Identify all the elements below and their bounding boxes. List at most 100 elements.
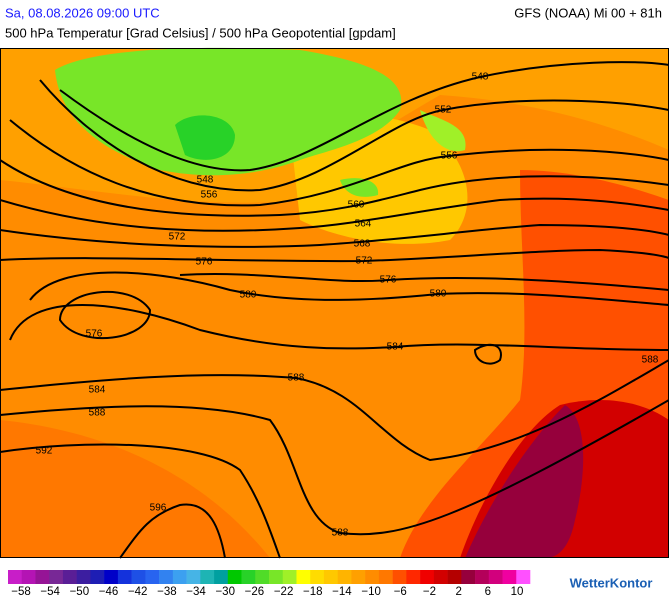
contour-label: 548 <box>472 72 489 83</box>
colorbar-swatch <box>420 570 435 584</box>
contour-label: 572 <box>169 232 186 243</box>
contour-label: 592 <box>36 446 53 457</box>
colorbar-label: −10 <box>361 586 381 598</box>
contour-label: 552 <box>435 105 452 116</box>
colorbar-swatch <box>296 570 311 584</box>
colorbar-swatch <box>461 570 476 584</box>
colorbar-label: −34 <box>186 586 206 598</box>
contour <box>0 197 669 232</box>
colorbar-label: −42 <box>128 586 148 598</box>
colorbar-label: −30 <box>215 586 235 598</box>
colorbar-swatch <box>378 570 393 584</box>
colorbar-swatch <box>392 570 407 584</box>
colorbar-swatch <box>475 570 490 584</box>
colorbar-swatch <box>241 570 256 584</box>
contour-label: 584 <box>387 342 404 353</box>
contour-label: 556 <box>441 151 458 162</box>
contour <box>9 119 669 207</box>
contour-label: 580 <box>430 289 447 300</box>
colorbar-label: −58 <box>11 586 31 598</box>
contour-label: 560 <box>348 200 365 211</box>
colorbar-swatch <box>447 570 462 584</box>
contour <box>179 272 669 291</box>
temp-area <box>0 420 270 558</box>
colorbar-swatch <box>35 570 50 584</box>
colorbar-swatch <box>502 570 517 584</box>
contour <box>39 79 669 192</box>
colorbar-swatch <box>310 570 325 584</box>
contour-label: 580 <box>240 290 257 301</box>
temp-area <box>175 115 235 160</box>
contour-label: 568 <box>354 239 371 250</box>
colorbar-label: 10 <box>511 586 524 598</box>
contour-label: 576 <box>86 329 103 340</box>
map <box>0 47 669 559</box>
colorbar-swatch <box>406 570 421 584</box>
contour <box>9 304 669 351</box>
contour <box>0 443 281 559</box>
colorbar-swatch <box>433 570 448 584</box>
colorbar-swatch <box>269 570 284 584</box>
contour <box>0 359 669 462</box>
colorbar-label: −46 <box>99 586 119 598</box>
temp-area <box>340 178 379 197</box>
colorbar-swatch <box>145 570 160 584</box>
colorbar-swatch <box>214 570 229 584</box>
subtitle: 500 hPa Temperatur [Grad Celsius] / 500 … <box>5 25 396 40</box>
colorbar-swatch <box>186 570 201 584</box>
colorbar-swatch <box>49 570 64 584</box>
geopotential-contours <box>0 61 669 559</box>
temp-area <box>420 110 466 152</box>
contour <box>58 290 152 340</box>
colorbar-swatch <box>131 570 146 584</box>
colorbar-label: 2 <box>455 586 461 598</box>
colorbar: −58 −54 −50 −46 −42 −38 −34 −30 −26 −22 −18 −14 −10−… <box>8 570 531 598</box>
contour <box>0 399 669 536</box>
colorbar-label: −18 <box>303 586 323 598</box>
contour-label: 584 <box>89 385 106 396</box>
colorbar-swatch <box>488 570 503 584</box>
colorbar-swatch <box>172 570 187 584</box>
colorbar-label: −50 <box>70 586 90 598</box>
colorbar-swatch <box>337 570 352 584</box>
colorbar-label: −38 <box>157 586 177 598</box>
colorbar-swatch <box>76 570 91 584</box>
colorbar-swatch <box>200 570 215 584</box>
contour-label: 588 <box>288 373 305 384</box>
contour <box>0 159 669 217</box>
contour-label: 548 <box>197 175 214 186</box>
temp-area <box>55 47 402 176</box>
contour-label: 588 <box>642 355 659 366</box>
colorbar-swatch <box>159 570 174 584</box>
contour <box>29 271 669 306</box>
datetime: Sa, 08.08.2026 09:00 UTC <box>5 5 160 20</box>
contour-label: 588 <box>332 528 349 539</box>
colorbar-label: 6 <box>485 586 491 598</box>
colorbar-label: −22 <box>274 586 294 598</box>
colorbar-label: −26 <box>245 586 265 598</box>
contour-label: 596 <box>150 503 167 514</box>
colorbar-swatch <box>21 570 36 584</box>
contour-label: 588 <box>89 408 106 419</box>
contour-label: 564 <box>355 219 372 230</box>
colorbar-swatch <box>117 570 132 584</box>
contour-label: 576 <box>380 275 397 286</box>
contour <box>0 248 669 263</box>
logo: WetterKontor <box>570 575 653 590</box>
colorbar-label: −14 <box>332 586 352 598</box>
colorbar-swatch <box>8 570 23 584</box>
colorbar-swatch <box>323 570 338 584</box>
colorbar-swatch <box>516 570 531 584</box>
colorbar-swatch <box>255 570 270 584</box>
colorbar-label: −6 <box>394 586 407 598</box>
contour-label: 572 <box>356 256 373 267</box>
colorbar-swatch <box>351 570 366 584</box>
colorbar-swatch <box>282 570 297 584</box>
colorbar-swatch <box>90 570 105 584</box>
contour-labels: 548 548 552 556 556 560 564 568 572 572 576 576 576 5… <box>36 72 659 539</box>
model-run: GFS (NOAA) Mi 00 + 81h <box>514 5 662 20</box>
contour <box>473 343 502 365</box>
colorbar-label: −2 <box>423 586 436 598</box>
colorbar-swatch <box>365 570 380 584</box>
